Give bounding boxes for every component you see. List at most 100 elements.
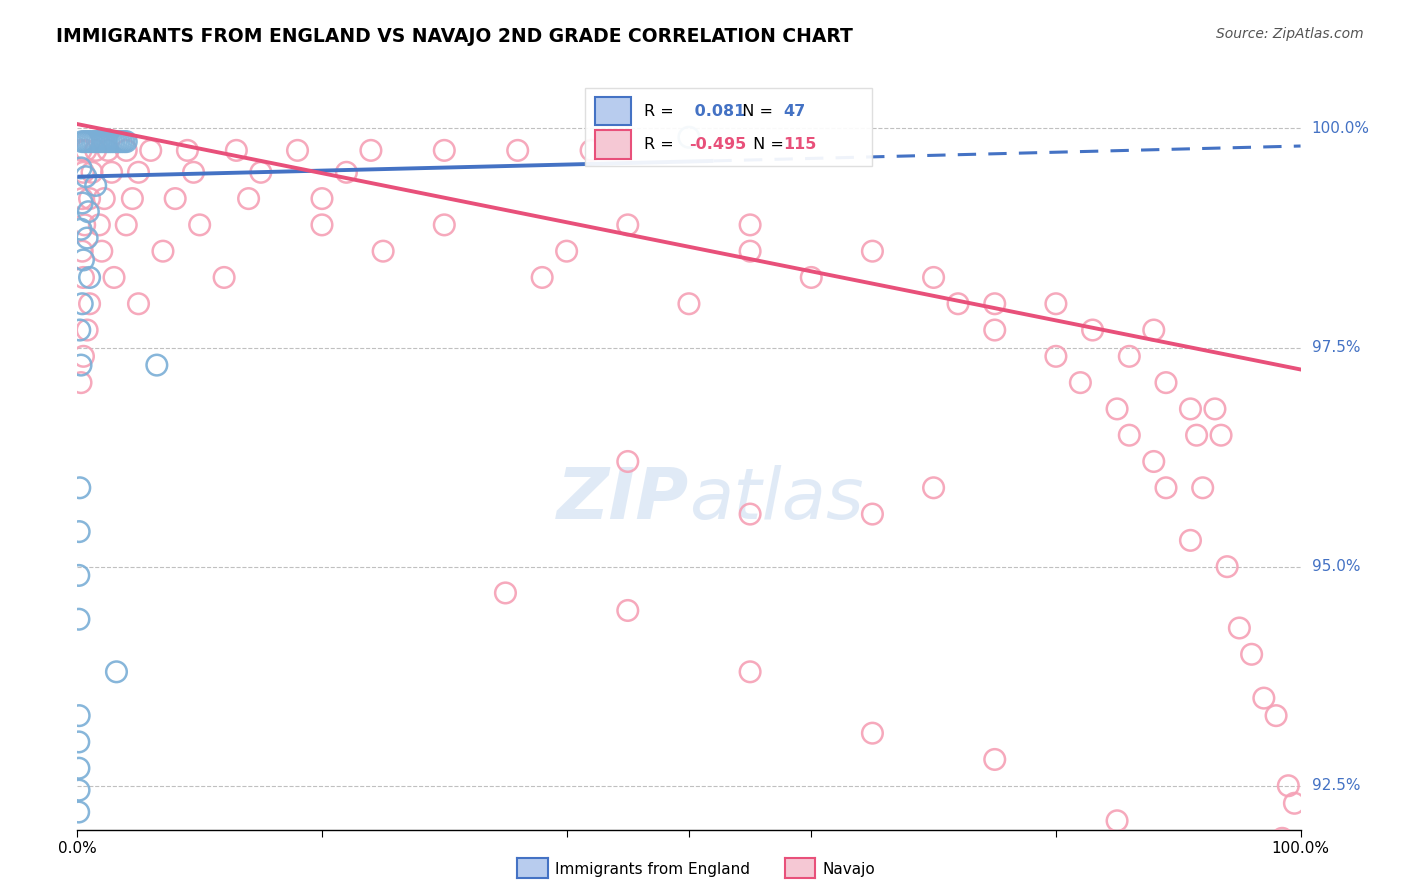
Point — [617, 454, 640, 468]
Point — [1107, 401, 1129, 416]
Point — [335, 165, 357, 179]
Point — [1045, 349, 1067, 363]
Point — [433, 144, 456, 158]
Point — [70, 135, 93, 149]
Point — [90, 244, 112, 259]
Point — [100, 135, 122, 149]
Point — [127, 297, 149, 311]
Point — [678, 297, 700, 311]
Point — [93, 192, 115, 206]
Point — [115, 218, 138, 232]
Point — [70, 161, 93, 175]
Point — [188, 218, 211, 232]
Point — [506, 144, 529, 158]
Point — [371, 244, 394, 259]
Point — [73, 218, 96, 232]
Point — [72, 252, 94, 267]
Point — [72, 349, 94, 363]
Point — [79, 135, 101, 149]
Point — [139, 144, 162, 158]
Point — [89, 218, 111, 232]
Point — [70, 196, 93, 211]
Point — [1143, 454, 1166, 468]
Point — [70, 222, 93, 236]
Text: 115: 115 — [783, 137, 817, 153]
Text: 97.5%: 97.5% — [1312, 340, 1360, 355]
Point — [110, 135, 132, 149]
Point — [1265, 708, 1288, 723]
Point — [79, 270, 101, 285]
Point — [72, 270, 94, 285]
Point — [67, 612, 90, 626]
Point — [67, 761, 90, 775]
Point — [531, 270, 554, 285]
Point — [862, 244, 884, 259]
Point — [69, 323, 91, 337]
Text: N =: N = — [748, 137, 789, 153]
Point — [79, 192, 101, 206]
Point — [1209, 428, 1232, 442]
Point — [84, 178, 107, 193]
Point — [1107, 814, 1129, 828]
Point — [800, 270, 823, 285]
Text: 47: 47 — [783, 103, 806, 119]
Point — [76, 323, 98, 337]
Point — [93, 135, 115, 149]
Point — [862, 726, 884, 740]
Point — [103, 135, 125, 149]
Point — [67, 524, 90, 539]
Text: 0.081: 0.081 — [689, 103, 745, 119]
Point — [1277, 779, 1299, 793]
Point — [67, 805, 90, 819]
Point — [183, 165, 205, 179]
Point — [89, 135, 111, 149]
Point — [984, 323, 1007, 337]
Point — [70, 376, 93, 390]
Point — [311, 218, 333, 232]
Point — [740, 507, 762, 521]
Point — [97, 144, 120, 158]
Text: 100.0%: 100.0% — [1312, 121, 1369, 136]
Point — [67, 735, 90, 749]
Point — [1069, 376, 1091, 390]
Point — [67, 568, 90, 582]
Point — [70, 297, 93, 311]
Text: atlas: atlas — [689, 466, 863, 534]
Bar — [595, 130, 631, 159]
Point — [83, 135, 105, 149]
Point — [73, 135, 96, 149]
Point — [69, 481, 91, 495]
Point — [740, 665, 762, 679]
Text: Navajo: Navajo — [823, 863, 876, 877]
Point — [90, 135, 112, 149]
Point — [360, 144, 382, 158]
Point — [70, 144, 93, 158]
Point — [1180, 401, 1202, 416]
Point — [617, 603, 640, 617]
Point — [1240, 648, 1263, 662]
Point — [1118, 428, 1140, 442]
Point — [70, 244, 93, 259]
Point — [79, 297, 101, 311]
Point — [212, 270, 235, 285]
Point — [146, 358, 169, 372]
Point — [1185, 428, 1208, 442]
Point — [946, 297, 969, 311]
Point — [80, 165, 103, 179]
Point — [862, 507, 884, 521]
Point — [922, 270, 945, 285]
Point — [250, 165, 273, 179]
Point — [72, 165, 94, 179]
Point — [1118, 349, 1140, 363]
Bar — [595, 96, 631, 125]
Point — [579, 144, 602, 158]
Point — [555, 244, 578, 259]
Point — [86, 135, 108, 149]
Point — [127, 165, 149, 179]
Text: IMMIGRANTS FROM ENGLAND VS NAVAJO 2ND GRADE CORRELATION CHART: IMMIGRANTS FROM ENGLAND VS NAVAJO 2ND GR… — [56, 27, 853, 45]
Point — [1045, 297, 1067, 311]
Point — [67, 708, 90, 723]
Text: N =: N = — [731, 103, 778, 119]
Point — [105, 665, 128, 679]
Point — [1180, 533, 1202, 548]
